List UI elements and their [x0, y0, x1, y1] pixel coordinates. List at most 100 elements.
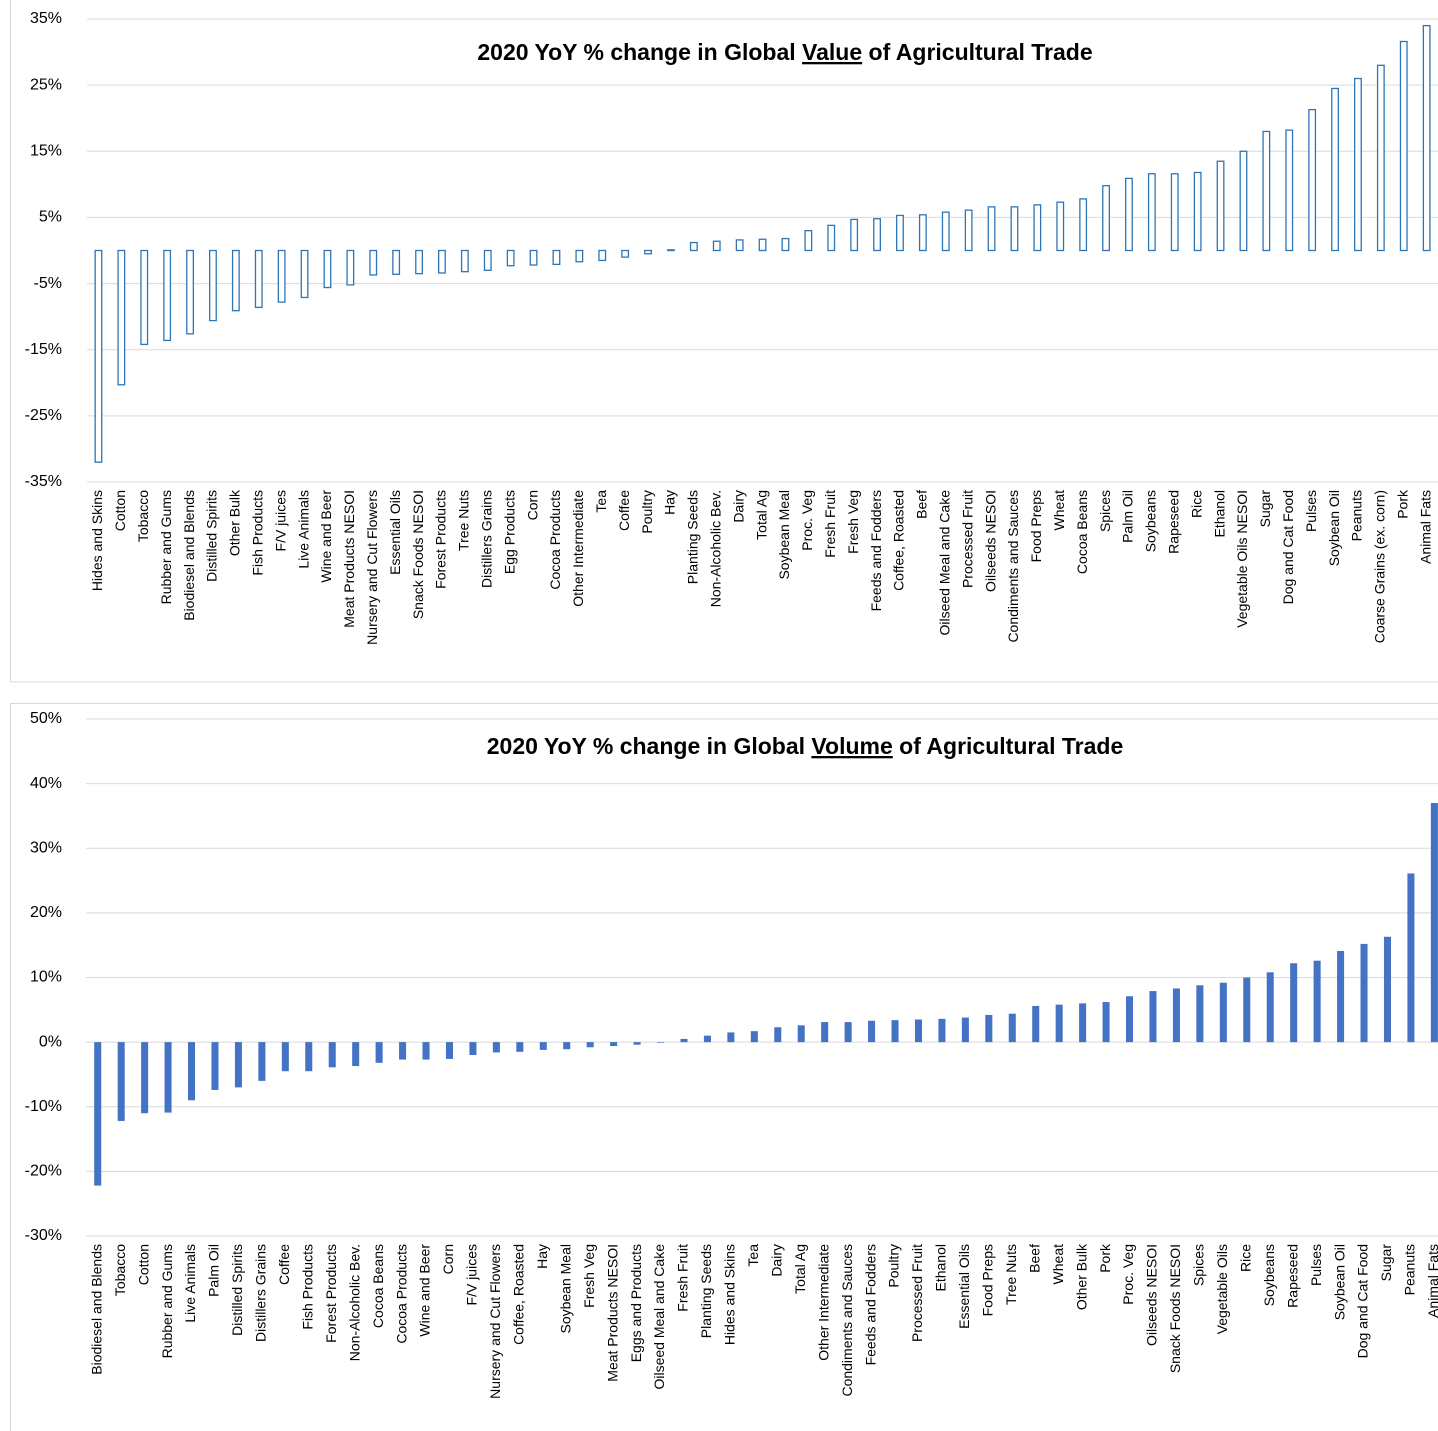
bar	[586, 1042, 594, 1048]
bar	[1102, 1002, 1110, 1043]
bar	[667, 249, 675, 252]
x-tick-label: Rubber and Gums	[158, 490, 174, 604]
bar	[938, 1018, 946, 1043]
x-tick-label: Hay	[662, 490, 678, 515]
x-tick-label: Fresh Veg	[845, 490, 861, 554]
bar	[644, 249, 652, 255]
y-tick-label: 30%	[30, 839, 62, 856]
bar	[1147, 173, 1156, 252]
x-tick-label: Peanuts	[1349, 490, 1365, 541]
y-tick-label: 20%	[30, 904, 62, 921]
panel-border	[10, 703, 1438, 1431]
x-tick-label: Dog and Cat Food	[1355, 1244, 1371, 1358]
bar	[1125, 177, 1133, 252]
bar	[258, 1042, 266, 1081]
bar	[483, 249, 492, 271]
bar	[657, 1042, 665, 1043]
x-tick-label: Dairy	[730, 490, 746, 523]
bar	[914, 1019, 922, 1043]
x-tick-label: F/V juices	[272, 490, 288, 551]
y-tick-label: 50%	[30, 710, 62, 727]
bar	[94, 249, 103, 463]
bar	[873, 218, 881, 252]
x-tick-label: Oilseed Meal and Cake	[936, 490, 952, 636]
x-tick-label: Essential Oils	[387, 490, 403, 575]
bar	[750, 1031, 758, 1043]
y-tick-label: 35%	[30, 10, 62, 27]
x-tick-label: Sugar	[1257, 490, 1273, 528]
x-tick-label: Cotton	[135, 1244, 151, 1285]
x-tick-label: Total Ag	[753, 490, 769, 540]
bar	[346, 249, 355, 286]
x-tick-label: Dairy	[768, 1244, 784, 1277]
bar	[163, 249, 172, 342]
bar	[1172, 988, 1180, 1043]
x-tick-label: Wheat	[1050, 1244, 1066, 1285]
bar	[209, 249, 217, 322]
bar	[1290, 963, 1298, 1043]
bar	[492, 1042, 500, 1053]
x-tick-label: Feeds and Fodders	[862, 1244, 878, 1365]
bar	[774, 1027, 782, 1043]
bar	[633, 1042, 641, 1045]
x-tick-label: Distillers Grains	[478, 490, 494, 588]
x-tick-label: Pulses	[1303, 490, 1319, 532]
x-tick-label: Tea	[745, 1244, 761, 1267]
x-tick-label: Proc. Veg	[799, 490, 815, 551]
x-tick-label: Forest Products	[323, 1244, 339, 1343]
bar	[961, 1017, 969, 1043]
bar	[598, 249, 607, 262]
x-tick-label: Rubber and Gums	[159, 1244, 175, 1358]
x-tick-label: Fish Products	[249, 490, 265, 576]
bar	[300, 249, 309, 299]
x-tick-label: Soybean Meal	[776, 490, 792, 580]
bar	[563, 1042, 571, 1050]
x-tick-label: Fresh Fruit	[675, 1244, 691, 1312]
x-tick-label: Oilseeds NESOI	[1144, 1244, 1160, 1346]
bar	[1360, 943, 1368, 1043]
bar	[891, 1020, 899, 1043]
y-tick-label: 15%	[30, 143, 62, 160]
bar	[1354, 77, 1362, 252]
bar	[1331, 87, 1339, 252]
bar	[529, 249, 538, 266]
x-tick-label: Rapeseed	[1284, 1244, 1300, 1308]
x-tick-label: Tea	[593, 490, 609, 513]
bar	[621, 249, 630, 258]
bar	[964, 209, 973, 252]
bar	[117, 249, 126, 386]
x-tick-label: Animal Fats	[1417, 490, 1433, 564]
bar	[438, 249, 446, 274]
bar	[277, 249, 286, 303]
x-tick-label: Cocoa Products	[547, 490, 563, 590]
x-tick-label: Hay	[534, 1244, 550, 1269]
x-tick-label: Coarse Grains (ex. corn)	[1372, 490, 1388, 643]
title-underlined-word: Value	[802, 39, 862, 65]
x-tick-label: Hides and Skins	[722, 1244, 738, 1345]
bar	[1308, 108, 1317, 252]
bar	[610, 1042, 618, 1047]
y-tick-label: -30%	[25, 1227, 62, 1244]
x-tick-label: Live Animals	[182, 1244, 198, 1323]
bar	[1285, 129, 1294, 252]
x-tick-label: Pulses	[1308, 1244, 1324, 1286]
x-tick-label: Palm Oil	[1120, 490, 1136, 543]
bar	[797, 1025, 805, 1043]
y-tick-label: 5%	[39, 209, 62, 226]
bar	[844, 1022, 852, 1043]
bar	[281, 1042, 289, 1072]
x-tick-label: Soybeans	[1143, 490, 1159, 552]
y-tick-label: 40%	[30, 775, 62, 792]
bar	[821, 1022, 829, 1043]
x-tick-label: Tree Nuts	[456, 490, 472, 551]
x-tick-label: Dog and Cat Food	[1280, 490, 1296, 604]
x-tick-label: Beef	[914, 490, 930, 519]
bar	[392, 249, 401, 275]
x-tick-label: Distillers Grains	[253, 1244, 269, 1342]
bar	[1262, 130, 1271, 252]
x-tick-label: Ethanol	[1211, 490, 1227, 537]
x-tick-label: Poultry	[886, 1244, 902, 1288]
bar	[506, 249, 515, 267]
x-tick-label: Food Preps	[980, 1244, 996, 1316]
x-tick-label: Beef	[1026, 1244, 1042, 1273]
